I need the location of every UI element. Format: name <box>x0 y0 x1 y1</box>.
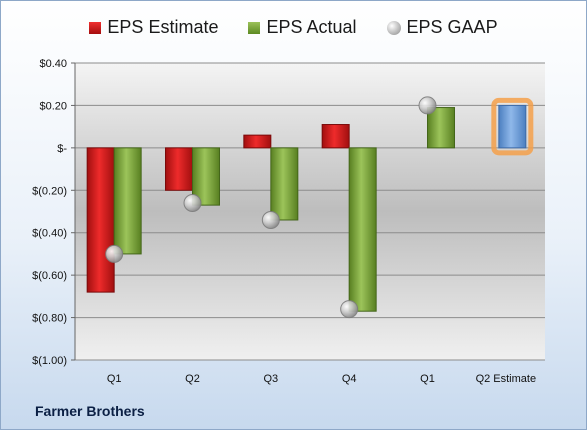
y-tick-label: $(0.80) <box>32 313 67 325</box>
estimate-highlight <box>491 97 534 156</box>
bar-eps-estimate <box>243 134 272 149</box>
bar-eps-estimate <box>321 124 350 149</box>
y-tick-label: $(1.00) <box>32 355 67 367</box>
legend-swatch-gaap <box>386 20 401 35</box>
marker-eps-gaap <box>340 300 359 319</box>
bar-eps-actual <box>348 147 377 312</box>
x-tick-label: Q1 <box>420 373 435 385</box>
legend-swatch-actual <box>248 21 261 34</box>
y-tick-label: $(0.40) <box>32 228 67 240</box>
y-tick-label: $0.20 <box>39 100 67 112</box>
x-tick-label: Q2 <box>185 373 200 385</box>
y-tick-label: $- <box>57 143 67 155</box>
marker-eps-gaap <box>418 96 437 115</box>
y-tick-label: $0.40 <box>39 58 67 70</box>
company-name: Farmer Brothers <box>35 403 145 419</box>
bar-eps-actual <box>113 147 142 255</box>
marker-eps-gaap <box>261 210 280 229</box>
bar-eps-actual <box>427 107 455 149</box>
legend-item-actual: EPS Actual <box>248 17 357 38</box>
bar-eps-estimate <box>86 147 115 293</box>
y-tick-label: $(0.20) <box>32 185 67 197</box>
legend-label-gaap: EPS GAAP <box>406 17 498 37</box>
x-tick-label: Q2 Estimate <box>476 373 537 385</box>
x-tick-label: Q4 <box>342 373 357 385</box>
bar-eps-estimate <box>165 147 193 191</box>
legend-swatch-estimate <box>89 21 102 34</box>
chart-legend: EPS Estimate EPS Actual EPS GAAP <box>1 17 586 38</box>
bar-eps-actual <box>270 147 299 221</box>
y-tick-label: $(0.60) <box>32 270 67 282</box>
x-tick-label: Q3 <box>263 373 278 385</box>
legend-item-estimate: EPS Estimate <box>89 17 218 38</box>
legend-label-estimate: EPS Estimate <box>107 17 219 37</box>
legend-item-gaap: EPS GAAP <box>386 17 498 38</box>
bar-eps-estimate-future <box>498 104 527 149</box>
x-tick-label: Q1 <box>107 373 122 385</box>
legend-label-actual: EPS Actual <box>266 17 357 37</box>
marker-eps-gaap <box>105 244 124 263</box>
marker-eps-gaap <box>183 194 202 213</box>
bar-eps-actual <box>192 147 220 206</box>
plot-area <box>75 63 545 360</box>
